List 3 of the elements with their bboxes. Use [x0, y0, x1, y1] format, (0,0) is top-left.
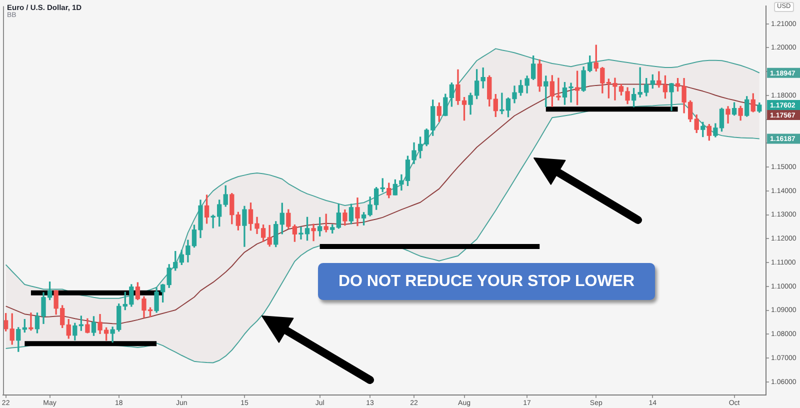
callout-box: DO NOT REDUCE YOUR STOP LOWER: [318, 263, 655, 300]
annotation: DO NOT REDUCE YOUR STOP LOWER: [338, 272, 635, 291]
candlestick: [311, 224, 316, 242]
